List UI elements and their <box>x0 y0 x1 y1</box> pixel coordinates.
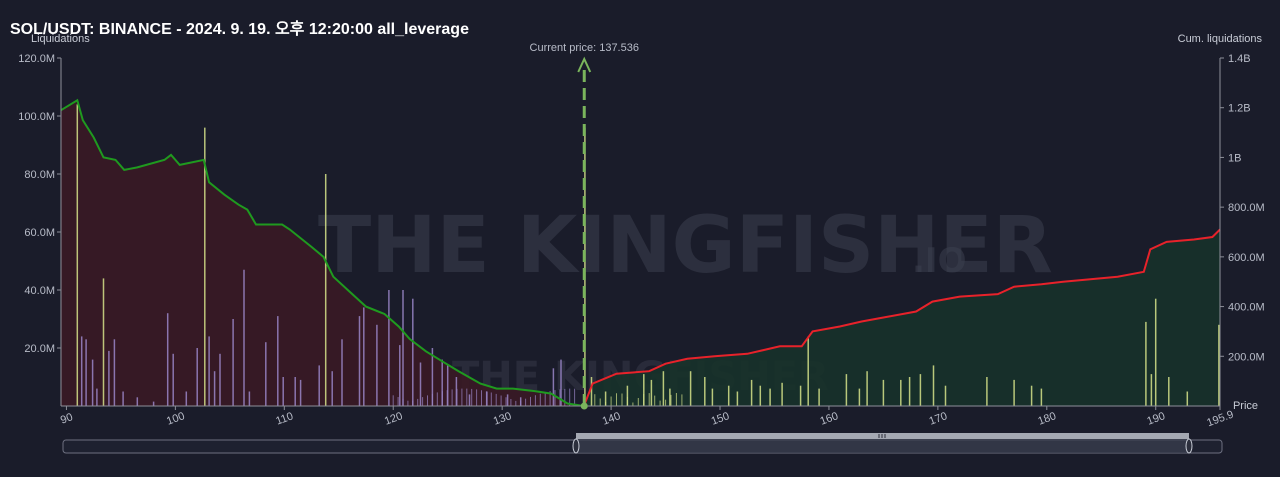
y-right-tick-label: 1.4B <box>1228 53 1251 65</box>
navigator-right-handle[interactable] <box>1185 438 1193 454</box>
range-navigator[interactable] <box>62 433 1223 454</box>
y-tick-label: 80.0M <box>24 169 55 181</box>
current-price-arrow-icon <box>577 56 592 73</box>
y-right-tick-label: 600.0M <box>1228 252 1265 264</box>
navigator-left-handle[interactable] <box>572 438 580 454</box>
watermark-suffix: .IO <box>912 241 966 281</box>
long-cum-line <box>582 228 1221 407</box>
x-tick-label: 90 <box>59 411 75 426</box>
current-price-label: Current price: 137.536 <box>530 42 639 54</box>
y-right-tick-label: 400.0M <box>1228 302 1265 314</box>
y-tick-label: 40.0M <box>24 285 55 297</box>
liquidation-bars <box>76 104 1220 406</box>
short-cum-area <box>61 100 584 407</box>
right-axis-title: Cum. liquidations <box>1177 33 1262 45</box>
current-price-dot <box>580 402 588 410</box>
y-right-tick-label: 800.0M <box>1228 202 1265 214</box>
x-tick-label: 120 <box>383 410 404 428</box>
watermark-text: THE KINGFISHER <box>318 201 1053 291</box>
cumulative-lines <box>60 98 1221 407</box>
x-tick-label: 130 <box>492 410 513 428</box>
chart-title: SOL/USDT: BINANCE - 2024. 9. 19. 오후 12:2… <box>10 21 469 38</box>
y-tick-label: 120.0M <box>18 53 55 65</box>
x-tick-label: 170 <box>928 410 949 428</box>
left-axis-title: Liquidations <box>31 33 90 45</box>
x-tick-label: 110 <box>274 410 295 427</box>
x-tick-label: 100 <box>165 410 186 428</box>
x-tick-label: 140 <box>601 410 622 428</box>
x-tick-label: 160 <box>819 410 840 428</box>
y-tick-label: 60.0M <box>24 227 55 239</box>
cumulative-areas <box>61 100 1220 407</box>
y-right-tick-label: 1B <box>1228 152 1241 164</box>
x-tick-label: 150 <box>710 410 731 428</box>
x-tick-label: 180 <box>1036 410 1057 428</box>
x-axis-title: Price <box>1232 400 1258 412</box>
y-tick-label: 100.0M <box>18 111 55 123</box>
current-price-marker: Current price: 137.536 <box>530 42 639 410</box>
x-tick-label: 195.9 <box>1205 409 1235 430</box>
x-tick-label: 190 <box>1145 410 1166 428</box>
y-tick-label: 20.0M <box>24 343 55 355</box>
short-cum-line <box>60 98 585 407</box>
y-right-tick-label: 200.0M <box>1228 351 1265 363</box>
y-right-tick-label: 1.2B <box>1228 103 1251 115</box>
axes: 20.0M 40.0M 60.0M 80.0M 100.0M 120.0M 200.0M 40… <box>18 53 1264 429</box>
long-cum-area <box>583 229 1220 406</box>
